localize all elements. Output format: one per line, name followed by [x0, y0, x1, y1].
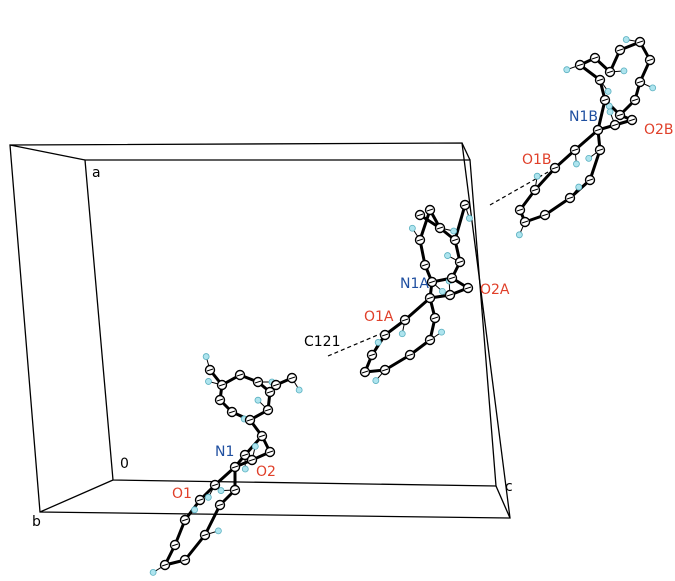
atom-label: N1B — [569, 109, 598, 125]
atom-label: C121 — [304, 334, 341, 350]
hydrogen-atom — [607, 109, 613, 115]
hydrogen-atom — [375, 339, 381, 345]
cell-outer — [10, 143, 510, 518]
atom-label: N1A — [400, 276, 429, 292]
hydrogen-atom — [623, 37, 629, 43]
hydrogen-atom — [215, 528, 221, 534]
axis-label: 0 — [120, 456, 129, 472]
hydrogen-atom — [439, 288, 445, 294]
hydrogen-atom — [150, 569, 156, 575]
unit-cell — [10, 143, 510, 518]
hydrogen-atom — [573, 161, 579, 167]
hydrogen-atom — [252, 443, 258, 449]
ring — [420, 210, 460, 282]
atom-label: O1B — [522, 152, 552, 168]
hydrogen-atom — [445, 253, 451, 259]
atom-label: O1A — [364, 309, 394, 325]
hydrogen-atom — [205, 378, 211, 384]
hydrogen-atom — [564, 67, 570, 73]
bond — [455, 205, 465, 240]
cell-edge — [10, 145, 85, 160]
hydrogen-atom — [399, 331, 405, 337]
hydrogen-atom — [409, 225, 415, 231]
axis-label: c — [505, 479, 513, 495]
hydrogen-atom — [576, 184, 582, 190]
hydrogen-atom — [192, 507, 198, 513]
cell-edge — [40, 480, 113, 512]
hydrogen-atom — [516, 232, 522, 238]
hydrogen-atom — [605, 88, 611, 94]
hydrogen-atom — [586, 155, 592, 161]
hydrogen-atom — [255, 397, 261, 403]
atom-label: O2 — [256, 464, 276, 480]
axis-label: a — [92, 165, 101, 181]
atom-label: O2B — [644, 122, 674, 138]
crystal-packing-diagram: a b 0 c N1 O1 O2 C121 N1A O1A O2A N1B O1… — [0, 0, 675, 581]
hydrogen-atom — [439, 329, 445, 335]
hydrogen-atom — [466, 215, 472, 221]
atom-label: O1 — [172, 486, 192, 502]
hydrogen-atom — [203, 354, 209, 360]
atom-label: O2A — [480, 282, 510, 298]
atom-label: N1 — [215, 444, 234, 460]
hydrogen-atom — [218, 488, 224, 494]
hydrogen-atom — [296, 387, 302, 393]
hydrogen-atom — [621, 68, 627, 74]
hydrogen-atom — [205, 494, 211, 500]
hydrogen-atom — [534, 173, 540, 179]
hydrogen-atom — [451, 228, 457, 234]
hydrogen-atom — [242, 466, 248, 472]
axis-label: b — [32, 514, 41, 530]
hydrogen-atom — [650, 85, 656, 91]
hydrogen-atom — [373, 378, 379, 384]
